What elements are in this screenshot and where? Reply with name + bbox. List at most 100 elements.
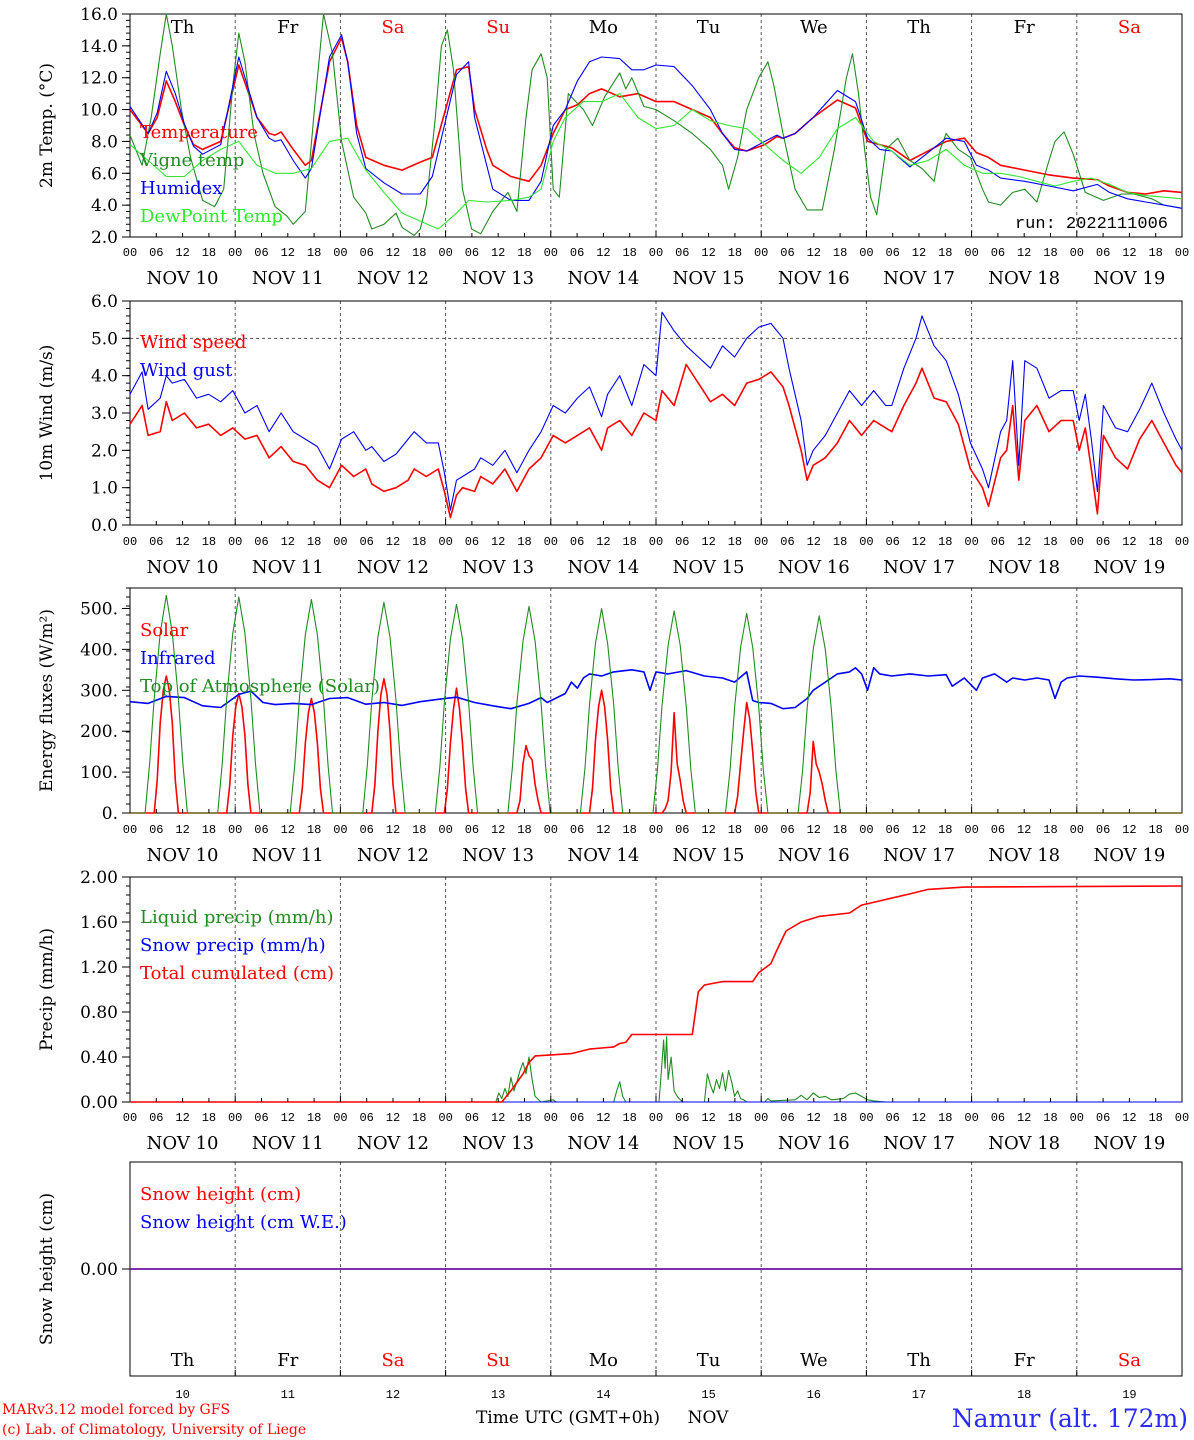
legend-label: Snow height (cm) — [140, 1184, 301, 1205]
hour-label: 18 — [412, 823, 426, 837]
hour-label: 00 — [228, 246, 242, 260]
hour-label: 00 — [754, 1111, 768, 1125]
hour-label: 00 — [333, 246, 347, 260]
date-label: NOV 17 — [883, 845, 955, 866]
y-tick-label: 1.60 — [80, 913, 118, 933]
y-tick-label: 0.40 — [80, 1048, 118, 1068]
weekday-label: Fr — [1014, 17, 1035, 38]
energy-y-axis-label: Energy fluxes (W/m²) — [37, 609, 57, 792]
date-label: NOV 11 — [252, 557, 324, 578]
hour-label: 06 — [1096, 1111, 1110, 1125]
hour-label: 12 — [912, 535, 926, 549]
hour-label: 12 — [1122, 1111, 1136, 1125]
y-tick-label: 8.0 — [91, 132, 118, 152]
hour-label: 00 — [123, 823, 137, 837]
hour-label: 00 — [964, 823, 978, 837]
hour-label: 06 — [675, 1111, 689, 1125]
y-tick-label: 6.0 — [91, 292, 118, 312]
hour-label: 18 — [1148, 1111, 1162, 1125]
hour-label: 06 — [885, 246, 899, 260]
legend-label: Snow precip (mm/h) — [140, 935, 326, 956]
y-tick-label: 5.0 — [91, 329, 118, 349]
hour-label: 12 — [386, 246, 400, 260]
date-label: NOV 11 — [252, 1133, 324, 1154]
hour-label: 18 — [1148, 823, 1162, 837]
hour-label: 18 — [938, 535, 952, 549]
weekday-label: Th — [171, 17, 195, 38]
hour-label: 12 — [1122, 246, 1136, 260]
legend-label: Snow height (cm W.E.) — [140, 1212, 347, 1233]
weekday-label: Sa — [1118, 17, 1141, 38]
y-tick-label: 12.0 — [80, 69, 118, 89]
hour-label: 00 — [649, 1111, 663, 1125]
hour-label: 00 — [228, 1111, 242, 1125]
hour-label: 12 — [1017, 823, 1031, 837]
hour-label: 00 — [544, 1111, 558, 1125]
weekday-label: Mo — [589, 17, 618, 38]
hour-label: 12 — [175, 535, 189, 549]
hour-label: 00 — [649, 246, 663, 260]
hour-label: 12 — [1017, 246, 1031, 260]
hour-label: 12 — [281, 246, 295, 260]
hour-label: 06 — [570, 1111, 584, 1125]
hour-label: 06 — [254, 246, 268, 260]
hour-label: 06 — [885, 535, 899, 549]
hour-label: 18 — [833, 246, 847, 260]
weekday-label: Fr — [277, 17, 298, 38]
y-tick-label: 3.0 — [91, 404, 118, 424]
y-tick-label: 2.0 — [91, 228, 118, 248]
hour-label: 12 — [281, 535, 295, 549]
station-label: Namur (alt. 172m) — [952, 1404, 1188, 1433]
hour-label: 12 — [912, 246, 926, 260]
hour-label: 12 — [1017, 1111, 1031, 1125]
legend-label: Top of Atmosphere (Solar) — [140, 676, 380, 697]
hour-label: 00 — [964, 246, 978, 260]
hour-label: 18 — [833, 1111, 847, 1125]
legend-label: Wind gust — [140, 360, 233, 381]
hour-label: 00 — [333, 823, 347, 837]
hour-label: 00 — [649, 823, 663, 837]
footer-day-number: 13 — [491, 1388, 505, 1402]
legend-label: Infrared — [140, 648, 215, 669]
hour-label: 06 — [465, 246, 479, 260]
hour-label: 12 — [281, 1111, 295, 1125]
y-tick-label: 400. — [80, 640, 118, 660]
hour-label: 00 — [859, 823, 873, 837]
hour-label: 12 — [491, 1111, 505, 1125]
hour-label: 18 — [938, 823, 952, 837]
footer-day-number: 17 — [912, 1388, 926, 1402]
hour-label: 12 — [912, 823, 926, 837]
date-label: NOV 16 — [778, 1133, 850, 1154]
date-label: NOV 12 — [357, 845, 429, 866]
hour-label: 00 — [964, 535, 978, 549]
date-label: NOV 15 — [673, 268, 745, 289]
hour-label: 18 — [833, 823, 847, 837]
weekday-label: We — [800, 17, 828, 38]
date-label: NOV 15 — [673, 845, 745, 866]
hour-label: 18 — [1043, 246, 1057, 260]
hour-label: 12 — [596, 246, 610, 260]
date-label: NOV 10 — [147, 1133, 219, 1154]
legend-label: Humidex — [140, 178, 222, 199]
snow-panel: 0.00 Snow height (cm) Snow height (cm W.E… — [37, 1161, 1183, 1377]
hour-label: 12 — [1122, 535, 1136, 549]
date-label: NOV 19 — [1093, 1133, 1165, 1154]
date-label: NOV 18 — [988, 1133, 1060, 1154]
hour-label: 06 — [254, 535, 268, 549]
series-line-dewpoint-temp — [129, 93, 1183, 230]
hour-label: 18 — [202, 1111, 216, 1125]
hour-label: 18 — [307, 823, 321, 837]
hour-label: 12 — [175, 1111, 189, 1125]
date-label: NOV 18 — [988, 557, 1060, 578]
series-line-humidex — [129, 34, 1183, 209]
hour-label: 18 — [1043, 1111, 1057, 1125]
hour-label: 12 — [596, 823, 610, 837]
series-line-solar — [130, 675, 1182, 814]
series-line-infrared — [129, 666, 1183, 710]
hour-label: 18 — [412, 246, 426, 260]
date-label: NOV 13 — [462, 268, 534, 289]
hour-label: 06 — [991, 1111, 1005, 1125]
hour-label: 00 — [859, 1111, 873, 1125]
hour-label: 06 — [1096, 246, 1110, 260]
date-label: NOV 15 — [673, 557, 745, 578]
